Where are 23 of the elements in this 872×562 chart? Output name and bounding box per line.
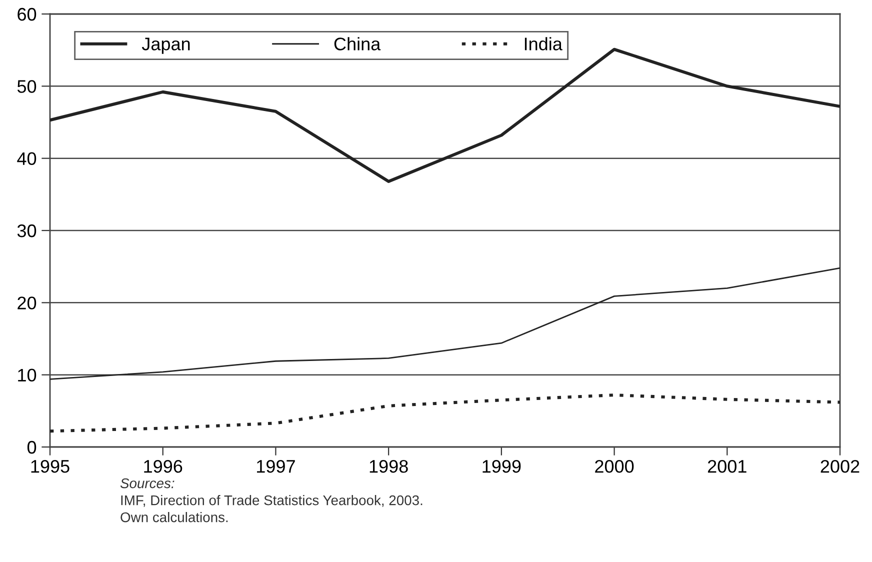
x-tick-label: 1999 xyxy=(482,460,521,473)
x-tick-label: 2002 xyxy=(820,460,860,473)
y-tick-label: 0 xyxy=(27,440,36,454)
y-tick-label: 40 xyxy=(17,152,36,166)
text: Own calculations. xyxy=(120,512,228,522)
legend-label: China xyxy=(334,37,381,50)
text: IMF, Direction of Trade Statistics Yearbook, 2003. xyxy=(121,495,422,507)
x-tick-label: 2001 xyxy=(708,460,746,473)
x-tick-label: 1995 xyxy=(31,460,70,473)
x-tick-label: 2000 xyxy=(595,460,634,473)
x-tick-label: 1996 xyxy=(144,460,182,473)
x-tick-label: 1998 xyxy=(370,460,408,473)
y-tick-label: 20 xyxy=(18,296,36,310)
y-tick-label: 10 xyxy=(18,368,36,382)
line-series xyxy=(50,267,840,380)
legend-label: Japan xyxy=(142,38,190,54)
y-tick-label: 60 xyxy=(18,8,36,21)
legend-label: India xyxy=(524,37,562,50)
y-tick-label: 50 xyxy=(17,80,36,93)
line-series xyxy=(50,394,840,433)
source-note: Sources: xyxy=(120,478,174,488)
y-tick-label: 30 xyxy=(17,224,36,238)
x-tick-label: 1997 xyxy=(257,460,295,473)
